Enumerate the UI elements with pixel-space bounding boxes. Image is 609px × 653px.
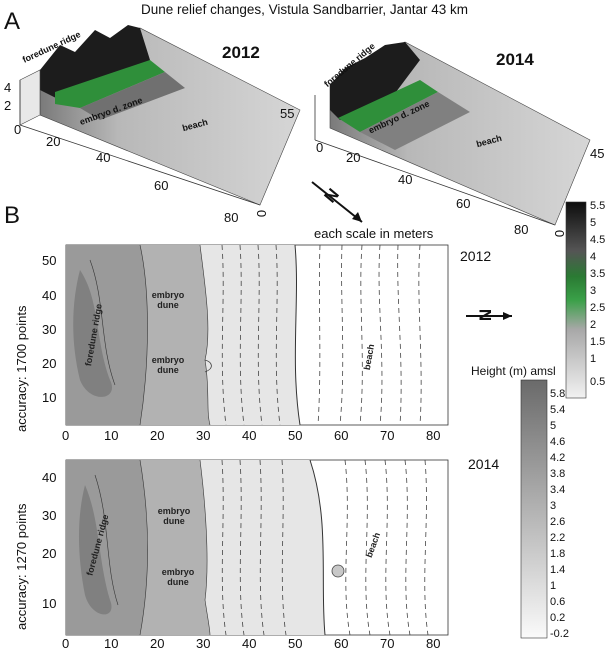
- tick-x-40-2014: 40: [398, 172, 413, 187]
- map-label-embryo1-2014: embryo dune: [157, 506, 191, 526]
- ytick-2014: 30: [42, 508, 57, 523]
- map-label-embryo2-2012: embryo dune: [151, 355, 185, 375]
- scale-note: each scale in meters: [314, 226, 434, 241]
- model-2014: [314, 41, 591, 226]
- legend-tick: 5.8: [550, 388, 566, 400]
- north-arrow-a: [311, 181, 363, 223]
- xtick: 70: [380, 428, 395, 443]
- xtick: 40: [242, 636, 257, 651]
- tick-x-60-2014: 60: [456, 196, 471, 211]
- cb-tick: 0.5: [590, 376, 606, 388]
- legend-tick: 3: [550, 500, 557, 512]
- tick-z-2: 2: [4, 98, 12, 113]
- ytick-2012: 20: [42, 356, 57, 371]
- colorbar-a: [565, 201, 587, 399]
- legend-tick: 0.6: [550, 596, 566, 608]
- map-year-2012: 2012: [460, 248, 492, 264]
- figure-title: Dune relief changes, Vistula Sandbarrier…: [141, 2, 468, 17]
- xtick: 30: [196, 428, 211, 443]
- tick-y-0-2012: 0: [254, 209, 270, 218]
- xtick: 80: [426, 636, 441, 651]
- tick-x-0-2012: 0: [14, 122, 22, 137]
- legend-tick: 5.4: [550, 404, 566, 416]
- xtick: 60: [334, 428, 349, 443]
- legend-tick: 1.8: [550, 548, 566, 560]
- xtick: 80: [426, 428, 441, 443]
- panel-b-letter: B: [4, 202, 21, 229]
- xtick: 20: [150, 428, 165, 443]
- tick-x-60-2012: 60: [154, 178, 169, 193]
- height-legend-title: Height (m) amsl: [471, 364, 556, 378]
- tick-y-55-2012: 55: [280, 106, 295, 121]
- tick-x-0-2014: 0: [316, 140, 324, 155]
- legend-tick: 5: [550, 420, 557, 432]
- panel-a-letter: A: [4, 8, 21, 35]
- year-label-2014: 2014: [496, 50, 534, 69]
- map-label-embryo2-2014: embryo dune: [161, 567, 195, 587]
- cb-tick: 4: [590, 251, 597, 263]
- north-arrow-b: [466, 312, 512, 320]
- xtick: 10: [104, 428, 119, 443]
- model-2012: [19, 25, 301, 206]
- cb-tick: 1: [590, 353, 597, 365]
- tick-y-45-2014: 45: [590, 146, 605, 161]
- tick-x-20-2014: 20: [346, 150, 361, 165]
- tick-z-4: 4: [4, 80, 12, 95]
- xtick: 30: [196, 636, 211, 651]
- tick-x-80-2014: 80: [514, 222, 529, 237]
- xticks-2012: 0 10 20 30 40 50 60 70 80: [0, 428, 609, 446]
- xtick: 0: [62, 636, 70, 651]
- cb-tick: 2: [590, 319, 597, 331]
- tick-y-0-2014: 0: [552, 229, 568, 238]
- xtick: 70: [380, 636, 395, 651]
- ytick-2014: 20: [42, 546, 57, 561]
- xtick: 20: [150, 636, 165, 651]
- tick-x-80-2012: 80: [224, 210, 239, 225]
- xtick: 0: [62, 428, 70, 443]
- ytick-2012: 30: [42, 322, 57, 337]
- cb-tick: 5: [590, 217, 597, 229]
- cb-tick: 5.5: [590, 200, 606, 212]
- contour-map-2014: [65, 459, 449, 636]
- xtick: 40: [242, 428, 257, 443]
- tick-x-20-2012: 20: [46, 134, 61, 149]
- xtick: 50: [288, 636, 303, 651]
- legend-tick: -0.2: [550, 628, 569, 640]
- cb-tick: 3: [590, 285, 597, 297]
- legend-tick: 3.4: [550, 484, 566, 496]
- legend-tick: 0.2: [550, 612, 566, 624]
- xtick: 60: [334, 636, 349, 651]
- ytick-2014: 10: [42, 596, 57, 611]
- map-ylabel-2014: accuracy: 1270 points: [14, 503, 29, 630]
- xticks-2014: 0 10 20 30 40 50 60 70 80: [0, 636, 609, 653]
- ytick-2012: 10: [42, 390, 57, 405]
- legend-tick: 4.2: [550, 452, 566, 464]
- contour-map-2012: [65, 244, 449, 426]
- ytick-2012: 50: [42, 253, 57, 268]
- north-label-b: N: [476, 308, 496, 322]
- cb-tick: 4.5: [590, 234, 606, 246]
- ytick-2012: 40: [42, 288, 57, 303]
- map-year-2014: 2014: [468, 456, 500, 472]
- map-label-embryo1-2012: embryo dune: [151, 290, 185, 310]
- xtick: 10: [104, 636, 119, 651]
- cb-tick: 2.5: [590, 302, 606, 314]
- legend-tick: 1: [550, 580, 557, 592]
- legend-tick: 2.6: [550, 516, 566, 528]
- legend-tick: 4.6: [550, 436, 566, 448]
- legend-tick: 1.4: [550, 564, 566, 576]
- height-legend: [520, 379, 548, 639]
- cb-tick: 3.5: [590, 268, 606, 280]
- cb-tick: 1.5: [590, 336, 606, 348]
- tick-x-40-2012: 40: [96, 150, 111, 165]
- legend-tick: 3.8: [550, 468, 566, 480]
- ytick-2014: 40: [42, 470, 57, 485]
- xtick: 50: [288, 428, 303, 443]
- legend-tick: 2.2: [550, 532, 566, 544]
- year-label-2012: 2012: [222, 43, 260, 62]
- map-ylabel-2012: accuracy: 1700 points: [14, 305, 29, 432]
